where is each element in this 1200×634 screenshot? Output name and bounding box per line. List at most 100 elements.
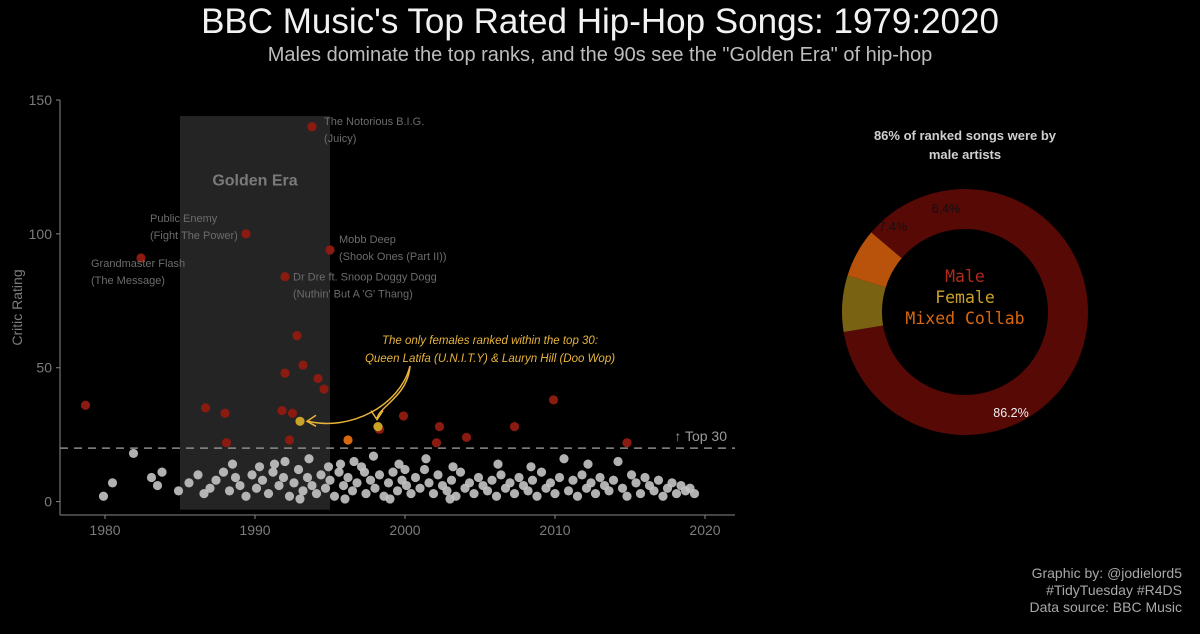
point-unranked — [374, 470, 385, 480]
point-label: The Notorious B.I.G. — [324, 116, 424, 128]
point-unranked — [626, 470, 637, 480]
point-unranked — [445, 494, 455, 504]
point-unranked — [442, 486, 452, 496]
y-tick-label: 150 — [29, 92, 53, 108]
point-male — [280, 272, 290, 282]
point-unranked — [157, 467, 167, 477]
donut-title: male artists — [929, 147, 1001, 162]
point-unranked — [293, 464, 304, 475]
annotation-arrowhead — [305, 414, 317, 427]
point-unranked — [146, 472, 157, 483]
point-unranked — [514, 472, 524, 483]
x-tick-label: 2010 — [539, 522, 570, 538]
female-annotation-text: Queen Latifa (U.N.I.T.Y) & Lauryn Hill (… — [365, 353, 615, 365]
point-unranked — [491, 491, 502, 501]
point-unranked — [424, 478, 434, 488]
point-mixed-collab — [343, 435, 353, 445]
point-unranked — [269, 459, 280, 469]
y-axis-label: Critic Rating — [9, 269, 25, 345]
point-unranked — [622, 491, 632, 501]
point-unranked — [173, 486, 184, 496]
point-male — [284, 435, 295, 445]
point-unranked — [617, 483, 628, 493]
point-unranked — [263, 488, 274, 499]
point-unranked — [311, 488, 322, 499]
point-unranked — [304, 454, 314, 464]
golden-era-label: Golden Era — [212, 173, 297, 190]
point-unranked — [595, 472, 605, 483]
point-unranked — [368, 451, 379, 461]
donut-slice-female — [842, 275, 886, 333]
point-male — [398, 411, 409, 421]
annotation-arrow — [376, 365, 411, 419]
point-unranked — [536, 467, 547, 477]
point-unranked — [107, 478, 118, 488]
point-unranked — [400, 464, 410, 475]
point-male — [313, 373, 323, 384]
point-male — [241, 229, 251, 239]
point-unranked — [586, 478, 596, 488]
top-30-label: ↑ Top 30 — [674, 428, 727, 444]
point-male — [307, 122, 317, 132]
point-male — [292, 331, 302, 341]
point-unranked — [392, 486, 403, 496]
point-unranked — [218, 467, 229, 477]
donut-label-female: 7.4% — [879, 220, 908, 234]
point-unranked — [302, 472, 313, 483]
point-label: Public Enemy — [150, 213, 218, 225]
point-unranked — [361, 488, 371, 499]
point-unranked — [235, 480, 245, 491]
point-unranked — [545, 478, 556, 488]
point-label: (Nuthin' But A 'G' Thang) — [293, 289, 413, 301]
point-unranked — [577, 470, 587, 480]
point-unranked — [394, 459, 404, 469]
point-unranked — [128, 448, 139, 459]
y-tick-label: 0 — [44, 494, 52, 510]
point-unranked — [388, 467, 398, 477]
annotation-arrow — [307, 365, 411, 425]
point-male — [277, 405, 287, 416]
point-unranked — [247, 470, 257, 480]
point-unranked — [563, 486, 574, 496]
point-unranked — [554, 472, 565, 483]
point-unranked — [280, 456, 290, 467]
point-label: Dr Dre ft. Snoop Doggy Dogg — [293, 272, 437, 284]
point-unranked — [482, 486, 493, 496]
donut-label-male: 86.2% — [993, 406, 1028, 420]
chart-subtitle: Males dominate the top ranks, and the 90… — [267, 44, 933, 66]
point-unranked — [251, 483, 262, 493]
point-unranked — [98, 491, 109, 501]
point-unranked — [199, 488, 209, 499]
donut-slice-male — [843, 189, 1088, 435]
point-unranked — [329, 491, 340, 501]
point-unranked — [469, 488, 479, 499]
point-unranked — [340, 494, 350, 504]
chart-title: BBC Music's Top Rated Hip-Hop Songs: 197… — [201, 2, 999, 41]
point-unranked — [227, 459, 238, 469]
point-unranked — [604, 486, 614, 496]
point-label: Mobb Deep — [339, 234, 396, 246]
point-unranked — [653, 475, 664, 485]
y-tick-label: 100 — [29, 226, 53, 242]
credit-author: Graphic by: @jodielord5 — [1031, 565, 1182, 581]
point-unranked — [325, 475, 335, 485]
point-male — [80, 400, 91, 410]
point-unranked — [193, 470, 203, 480]
point-unranked — [455, 467, 466, 477]
point-unranked — [640, 472, 650, 483]
point-unranked — [343, 472, 353, 483]
donut-label-mixed: 6.4% — [932, 202, 961, 216]
point-male — [319, 384, 329, 394]
point-unranked — [274, 480, 284, 491]
credit-source: Data source: BBC Music — [1029, 599, 1183, 615]
point-unranked — [532, 491, 542, 501]
point-unranked — [527, 475, 538, 485]
y-tick-label: 50 — [36, 360, 52, 376]
x-tick-label: 1990 — [239, 522, 270, 538]
point-unranked — [667, 478, 677, 488]
point-unranked — [526, 462, 536, 472]
point-unranked — [428, 488, 439, 499]
point-male — [548, 395, 559, 405]
point-unranked — [572, 491, 583, 501]
credit-hashtags: #TidyTuesday #R4DS — [1046, 582, 1182, 598]
